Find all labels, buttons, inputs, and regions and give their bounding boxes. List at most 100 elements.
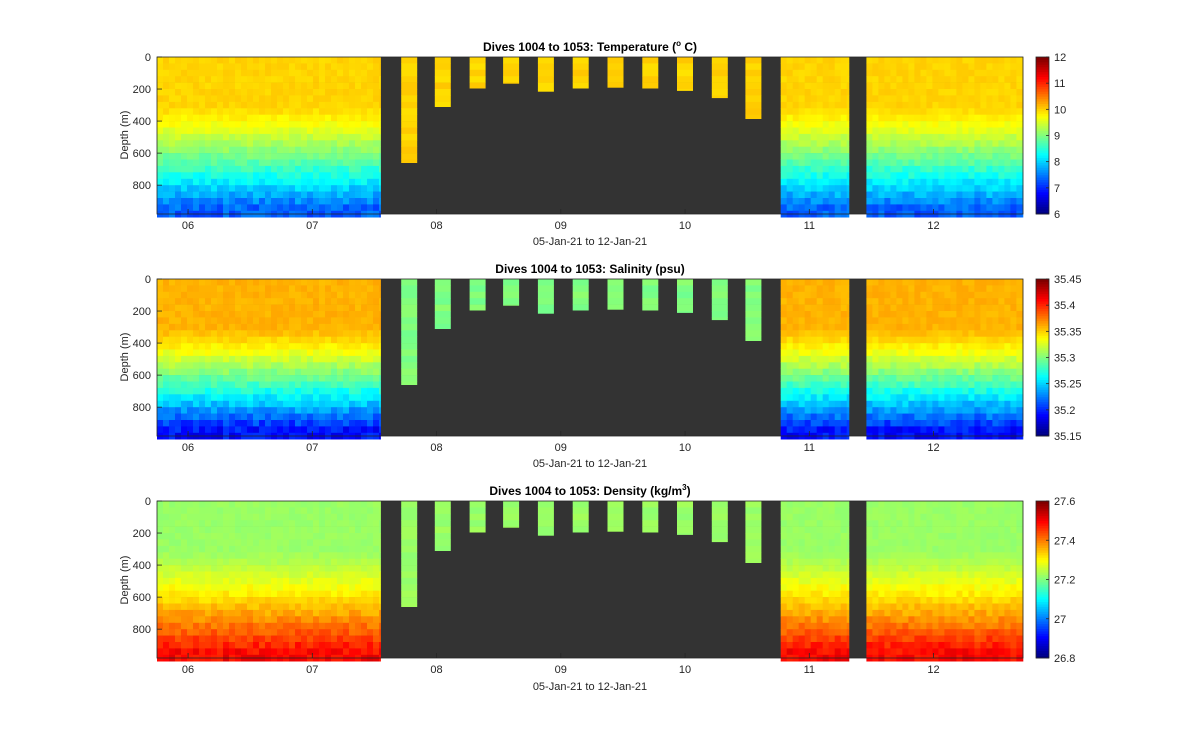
heatmap-cell [259,336,266,344]
heatmap-cell [301,622,308,630]
heatmap-cell [199,394,206,401]
heatmap-cell [283,368,290,376]
heatmap-cell [211,533,218,540]
colorbar-segment [1036,201,1049,205]
heatmap-cell [828,153,835,160]
heatmap-cell [992,63,999,71]
heatmap-cell [1010,343,1017,350]
heatmap-cell [289,558,296,566]
heatmap-cell [283,95,290,103]
heatmap-cell [902,304,909,312]
heatmap-cell [325,545,332,553]
heatmap-cell [1016,298,1023,305]
colorbar-segment [1036,367,1049,371]
heatmap-cell [974,57,981,64]
colorbar-segment [1036,332,1049,336]
heatmap-cell [896,121,903,128]
heatmap-cell [896,304,903,312]
heatmap-cell [950,133,957,141]
heatmap-cell [289,133,296,141]
heatmap-cell [920,133,927,141]
heatmap-cell [175,69,182,77]
heatmap-cell [810,82,817,90]
heatmap-cell [896,368,903,376]
heatmap-cell [313,584,320,591]
heatmap-cell [175,121,182,128]
heatmap-cell [301,355,308,363]
heatmap-cell [780,368,787,376]
heatmap-cell [325,426,332,434]
heatmap-cell [822,336,829,344]
heatmap-cell [253,323,260,331]
heatmap-cell [890,178,897,186]
heatmap-cell [181,63,188,71]
heatmap-cell [313,349,320,357]
heatmap-cell [301,304,308,312]
heatmap-cell [884,355,891,363]
heatmap-cell [235,285,242,293]
heatmap-cell [992,387,999,395]
heatmap-cell [840,146,847,154]
heatmap-cell [259,114,266,122]
heatmap-cell [866,82,873,90]
heatmap-cell [846,407,850,414]
heatmap-cell [908,127,915,135]
heatmap-cell [828,127,835,135]
heatmap-cell [331,343,338,350]
heatmap-cell [235,198,242,205]
heatmap-cell [163,513,170,521]
heatmap-cell [846,291,850,299]
heatmap-cell [968,178,975,186]
heatmap-cell [325,121,332,128]
heatmap-cell [798,420,805,427]
heatmap-cell [337,165,344,173]
profile-bar [503,69,520,77]
heatmap-cell [241,635,248,643]
heatmap-cell [908,63,915,71]
heatmap-cell [998,69,1005,77]
heatmap-cell [271,609,278,617]
profile-bar [642,63,659,71]
heatmap-cell [349,285,356,293]
heatmap-cell [313,375,320,382]
heatmap-cell [367,198,374,205]
colorbar-segment [1036,123,1049,127]
heatmap-cell [834,198,841,205]
profile-bar [572,304,589,311]
heatmap-cell [229,127,236,135]
heatmap-cell [175,343,182,350]
heatmap-cell [295,539,302,547]
heatmap-cell [361,101,368,109]
heatmap-cell [241,501,248,508]
profile-bar [711,291,728,299]
heatmap-cell [816,178,823,186]
heatmap-cell [163,603,170,611]
heatmap-cell [271,533,278,540]
heatmap-cell [780,76,787,83]
heatmap-cell [878,127,885,135]
heatmap-cell [866,298,873,305]
heatmap-cell [271,400,278,408]
heatmap-cell [878,343,885,350]
heatmap-cell [780,159,787,167]
heatmap-cell [205,642,212,649]
heatmap-cell [253,629,260,636]
heatmap-cell [223,597,230,604]
heatmap-cell [205,413,212,421]
heatmap-cell [157,413,164,421]
heatmap-cell [295,520,302,527]
heatmap-cell [241,349,248,357]
heatmap-cell [798,153,805,160]
heatmap-cell [163,172,170,179]
heatmap-cell [265,279,272,286]
heatmap-cell [944,185,951,192]
heatmap-cell [902,191,909,199]
heatmap-cell [229,114,236,122]
profile-bar [503,304,520,306]
heatmap-cell [325,375,332,382]
heatmap-cell [187,552,194,559]
heatmap-cell [199,165,206,173]
heatmap-cell [319,76,326,83]
heatmap-cell [355,204,362,212]
heatmap-cell [840,355,847,363]
